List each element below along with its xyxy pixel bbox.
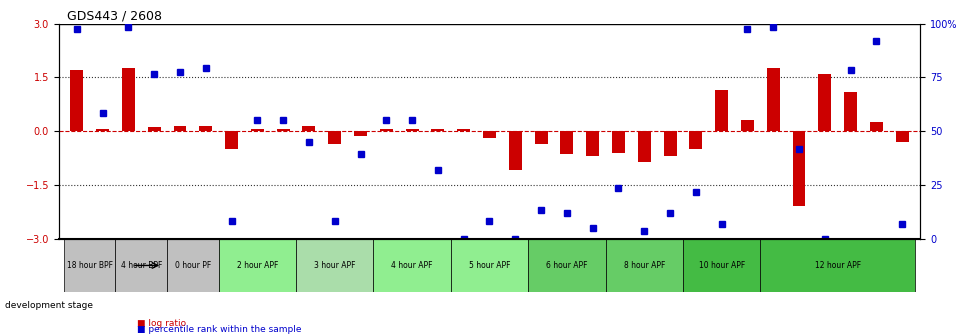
Bar: [148, 127, 160, 131]
Text: 10 hour APF: 10 hour APF: [698, 261, 744, 270]
Bar: [740, 120, 753, 131]
Bar: [611, 131, 624, 153]
Text: 2 hour APF: 2 hour APF: [237, 261, 278, 270]
Bar: [250, 129, 263, 131]
Bar: [70, 70, 83, 131]
FancyBboxPatch shape: [167, 239, 218, 292]
FancyBboxPatch shape: [373, 239, 450, 292]
Bar: [277, 129, 289, 131]
Bar: [766, 68, 778, 131]
FancyBboxPatch shape: [115, 239, 167, 292]
Bar: [431, 129, 444, 131]
Bar: [328, 131, 341, 143]
Bar: [173, 126, 186, 131]
Bar: [225, 131, 238, 149]
Bar: [869, 122, 882, 131]
Bar: [457, 129, 469, 131]
FancyBboxPatch shape: [605, 239, 683, 292]
Bar: [792, 131, 805, 206]
Bar: [379, 129, 392, 131]
FancyBboxPatch shape: [683, 239, 760, 292]
Bar: [818, 74, 830, 131]
Bar: [122, 68, 135, 131]
Bar: [354, 131, 367, 136]
FancyBboxPatch shape: [218, 239, 295, 292]
Text: 8 hour APF: 8 hour APF: [623, 261, 664, 270]
Bar: [586, 131, 599, 156]
Text: 3 hour APF: 3 hour APF: [314, 261, 355, 270]
Text: 4 hour BPF: 4 hour BPF: [120, 261, 161, 270]
FancyBboxPatch shape: [64, 239, 115, 292]
Bar: [405, 129, 419, 131]
Text: 12 hour APF: 12 hour APF: [814, 261, 860, 270]
FancyBboxPatch shape: [760, 239, 914, 292]
FancyBboxPatch shape: [528, 239, 605, 292]
Text: 5 hour APF: 5 hour APF: [468, 261, 510, 270]
Text: 4 hour APF: 4 hour APF: [391, 261, 432, 270]
Bar: [843, 92, 856, 131]
Text: ■ percentile rank within the sample: ■ percentile rank within the sample: [137, 325, 301, 334]
Bar: [302, 126, 315, 131]
Text: 0 hour PF: 0 hour PF: [174, 261, 211, 270]
Bar: [689, 131, 701, 149]
Bar: [715, 90, 728, 131]
Text: ■ log ratio: ■ log ratio: [137, 319, 186, 328]
FancyBboxPatch shape: [295, 239, 373, 292]
Bar: [637, 131, 650, 162]
Bar: [509, 131, 521, 170]
Bar: [559, 131, 573, 154]
Bar: [895, 131, 908, 142]
Text: 6 hour APF: 6 hour APF: [546, 261, 587, 270]
Text: development stage: development stage: [5, 301, 93, 310]
Bar: [482, 131, 496, 138]
FancyBboxPatch shape: [450, 239, 528, 292]
Bar: [96, 129, 109, 131]
Bar: [663, 131, 676, 156]
Text: GDS443 / 2608: GDS443 / 2608: [67, 9, 162, 23]
Text: 18 hour BPF: 18 hour BPF: [67, 261, 112, 270]
Bar: [200, 126, 212, 131]
Bar: [534, 131, 547, 143]
